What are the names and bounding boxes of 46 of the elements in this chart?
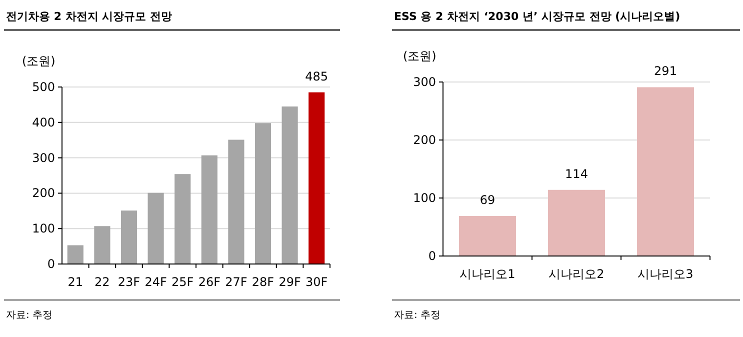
bar xyxy=(254,123,272,264)
x-tick-label: 28F xyxy=(252,275,274,289)
y-tick-label: 0 xyxy=(47,257,55,271)
x-tick-label: 27F xyxy=(225,275,248,289)
data-label: 114 xyxy=(565,166,588,181)
data-label: 69 xyxy=(480,192,496,207)
y-tick-label: 500 xyxy=(32,80,55,94)
x-tick-label: 26F xyxy=(198,275,221,289)
y-tick-label: 100 xyxy=(32,222,55,236)
bar xyxy=(308,92,325,264)
x-tick-label: 시나리오2 xyxy=(548,267,604,281)
text: 자료: 추정 xyxy=(6,310,53,321)
x-tick-label: 29F xyxy=(278,275,301,289)
bar xyxy=(94,226,110,264)
bar xyxy=(548,190,605,256)
y-tick-label: 100 xyxy=(413,191,436,205)
x-tick-label: 시나리오1 xyxy=(460,267,516,281)
bar xyxy=(67,245,84,264)
bar xyxy=(148,192,164,264)
text: 자료: 추정 xyxy=(394,310,441,321)
y-tick-label: 200 xyxy=(32,186,55,200)
y-tick-label: 300 xyxy=(413,75,436,89)
bar xyxy=(637,87,694,256)
bar xyxy=(459,216,516,256)
x-tick-label: 22 xyxy=(94,275,110,289)
x-tick-label: 30F xyxy=(306,275,328,289)
x-tick-label: 21 xyxy=(68,275,84,289)
y-tick-label: 200 xyxy=(413,133,436,147)
y-tick-label: 400 xyxy=(32,115,55,130)
y-tick-label: 0 xyxy=(428,249,436,263)
bar xyxy=(174,174,191,264)
x-tick-label: 25F xyxy=(172,275,194,289)
x-tick-label: 시나리오3 xyxy=(638,267,694,281)
x-tick-label: 24F xyxy=(144,275,167,289)
bar xyxy=(228,140,244,264)
bar xyxy=(120,210,138,264)
y-tick-label: 300 xyxy=(32,150,55,165)
chart-title: 전기차용 2 차전지 시장규모 전망 xyxy=(6,10,172,23)
chart-title: ESS 용 2 차전지 ‘2030 년’ 시장규모 전망 (시나리오별) xyxy=(394,10,680,23)
data-label: 485 xyxy=(305,69,328,84)
bar xyxy=(201,155,218,264)
y-axis-title: (조원) xyxy=(22,54,56,68)
data-label: 291 xyxy=(654,64,677,78)
x-tick-label: 23F xyxy=(118,275,140,289)
bar xyxy=(282,106,298,264)
y-axis-title: (조원) xyxy=(403,49,436,63)
